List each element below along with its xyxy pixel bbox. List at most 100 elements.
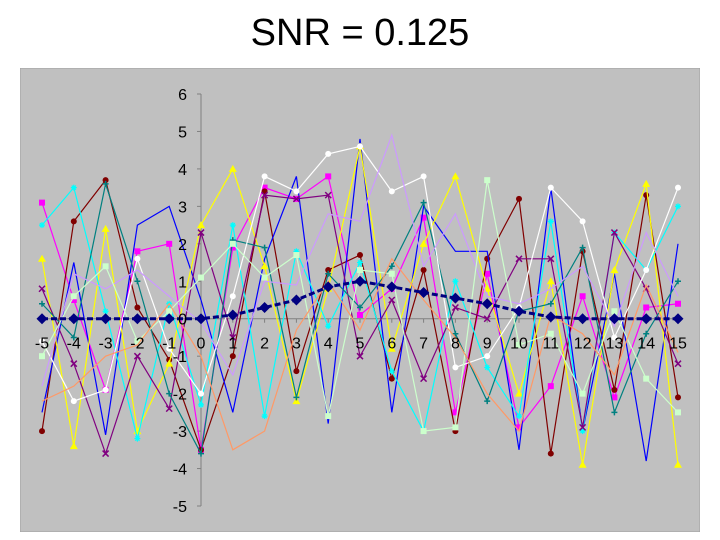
data-point: [197, 221, 205, 229]
data-point: [165, 405, 173, 413]
y-tick-label: -2: [173, 387, 187, 404]
data-point: [69, 442, 78, 450]
data-point: [452, 364, 459, 371]
data-point: [547, 218, 554, 225]
data-point: [357, 267, 363, 274]
data-point: [166, 240, 173, 247]
data-point: [357, 143, 363, 150]
data-point: [325, 323, 332, 330]
y-tick-label: -1: [173, 349, 187, 366]
data-point: [198, 401, 204, 408]
data-point: [70, 184, 77, 191]
data-point: [611, 409, 618, 416]
data-point: [354, 275, 366, 287]
data-point: [134, 338, 141, 345]
data-point: [388, 296, 396, 304]
data-point: [166, 390, 173, 397]
data-point: [516, 413, 522, 420]
data-point: [229, 333, 237, 341]
data-point: [643, 375, 650, 382]
data-point: [484, 353, 491, 360]
x-tick-label: -5: [35, 336, 49, 353]
data-point: [134, 435, 141, 442]
data-point: [452, 278, 459, 285]
data-point: [261, 184, 268, 191]
data-point: [322, 281, 334, 293]
series-trial: [38, 191, 682, 458]
data-point: [610, 266, 619, 274]
y-tick-label: 2: [178, 237, 187, 254]
data-point: [388, 368, 395, 375]
x-tick-label: 1: [228, 336, 237, 353]
y-tick-label: -4: [173, 462, 187, 479]
series-line: [41, 257, 679, 451]
data-point: [420, 173, 427, 180]
x-tick-label: 15: [669, 336, 687, 353]
data-point: [134, 278, 141, 285]
data-point: [420, 199, 427, 206]
data-point: [70, 293, 77, 300]
series-trial: [41, 138, 679, 462]
x-tick-label: 14: [637, 336, 655, 353]
data-point: [547, 330, 554, 337]
data-point: [325, 173, 332, 180]
data-point: [325, 267, 332, 274]
data-point: [675, 278, 681, 285]
series-trial: [39, 180, 681, 457]
data-point: [36, 313, 48, 325]
data-point: [133, 352, 141, 360]
data-point: [674, 360, 682, 368]
data-point: [419, 239, 428, 247]
data-point: [579, 390, 586, 397]
data-point: [545, 311, 557, 323]
data-point: [611, 334, 618, 341]
data-point: [70, 398, 77, 405]
data-point: [643, 330, 650, 337]
data-point: [227, 309, 239, 321]
data-point: [420, 214, 427, 221]
data-point: [388, 188, 395, 195]
series-trial: [39, 143, 681, 405]
data-point: [388, 270, 395, 277]
data-point: [102, 450, 110, 458]
data-point: [102, 263, 109, 270]
x-tick-label: -4: [67, 336, 81, 353]
data-point: [579, 218, 586, 225]
data-point: [608, 313, 620, 325]
data-point: [195, 313, 207, 325]
y-tick-label: 5: [178, 124, 187, 141]
data-point: [229, 244, 236, 251]
data-point: [261, 274, 268, 281]
data-point: [515, 255, 523, 263]
data-point: [166, 308, 173, 315]
data-point: [674, 460, 682, 468]
data-point: [610, 229, 618, 237]
y-tick-label: 1: [178, 274, 187, 291]
data-point: [675, 203, 681, 210]
data-point: [484, 270, 491, 277]
y-tick-label: 3: [178, 199, 187, 216]
data-point: [229, 222, 236, 229]
data-point: [259, 301, 271, 313]
data-point: [163, 313, 175, 325]
data-point: [293, 188, 300, 195]
data-point: [165, 359, 174, 367]
data-point: [68, 313, 80, 325]
data-point: [579, 428, 586, 435]
data-point: [39, 428, 45, 435]
series-trial: [39, 177, 681, 457]
data-point: [38, 254, 46, 262]
data-point: [452, 424, 459, 431]
data-point: [484, 364, 491, 371]
data-point: [547, 383, 554, 390]
data-point: [198, 450, 204, 457]
chart-title: SNR = 0.125: [250, 12, 470, 54]
data-point: [357, 259, 363, 266]
data-point: [579, 423, 587, 431]
data-point: [388, 263, 395, 270]
data-point: [420, 267, 427, 274]
data-point: [198, 390, 204, 397]
data-point: [70, 334, 77, 341]
